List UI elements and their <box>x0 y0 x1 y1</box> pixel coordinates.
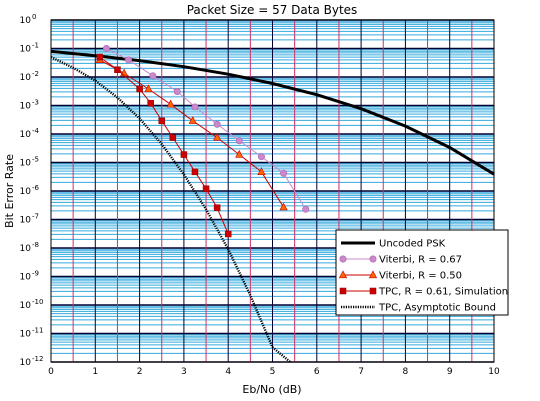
data-point <box>191 103 199 111</box>
y-tick-exponent: -2 <box>32 70 39 78</box>
data-point <box>173 87 181 95</box>
x-tick-label: 10 <box>488 367 500 377</box>
y-tick-label: 10 <box>20 45 32 55</box>
y-tick-exponent: -8 <box>32 241 39 249</box>
data-point <box>166 99 175 108</box>
data-point <box>202 185 210 192</box>
y-tick-exponent: -4 <box>32 127 40 135</box>
data-point <box>191 168 199 176</box>
data-point <box>158 117 165 125</box>
data-point <box>280 169 288 177</box>
data-point <box>125 56 133 64</box>
series-0 <box>50 49 495 176</box>
data-point <box>213 120 221 128</box>
data-point <box>169 134 177 141</box>
x-tick-label: 1 <box>92 367 98 377</box>
x-tick-label: 9 <box>447 367 453 377</box>
x-tick-label: 6 <box>314 367 320 377</box>
legend-item: TPC, Asymptotic Bound <box>341 303 496 314</box>
grid <box>50 19 495 363</box>
y-tick-exponent: -1 <box>32 42 39 50</box>
series-line <box>50 49 495 176</box>
data-point <box>144 84 153 93</box>
y-tick-label: 10 <box>20 358 32 368</box>
legend-item: Uncoded PSK <box>341 239 446 250</box>
data-point <box>302 205 310 213</box>
data-point <box>102 44 110 52</box>
x-tick-labels: 0 1 2 3 4 5 6 7 8 9 10 <box>48 367 500 377</box>
x-tick-label: 8 <box>403 367 409 377</box>
y-tick-exponent: -12 <box>32 355 43 363</box>
series-line <box>50 56 291 363</box>
y-tick-exponent: -7 <box>32 213 39 221</box>
series-4 <box>50 56 291 363</box>
legend-label: TPC, Asymptotic Bound <box>378 303 496 314</box>
data-point <box>96 53 103 61</box>
legend-swatch-marker <box>369 287 377 295</box>
series-2 <box>95 55 288 211</box>
y-tick-exponent: -5 <box>32 156 39 164</box>
y-tick-label: 10 <box>20 130 32 140</box>
data-point <box>149 72 157 80</box>
series-3 <box>96 53 232 238</box>
data-point <box>180 151 188 158</box>
y-tick-label: 10 <box>20 301 32 311</box>
legend-swatch-marker <box>369 255 377 263</box>
legend-label: Uncoded PSK <box>379 239 446 250</box>
y-tick-exponent: -3 <box>32 99 39 107</box>
y-tick-label: 10 <box>20 159 32 169</box>
legend-item: Viterbi, R = 0.67 <box>339 255 462 266</box>
legend-swatch-marker <box>338 270 348 279</box>
y-tick-label: 10 <box>20 244 32 254</box>
data-point <box>257 153 265 161</box>
legend-swatch-marker <box>339 287 347 295</box>
y-tick-exponent: 0 <box>32 13 36 21</box>
series-layer <box>50 44 495 363</box>
x-tick-label: 3 <box>181 367 187 377</box>
chart-title: Packet Size = 57 Data Bytes <box>187 3 358 17</box>
legend-swatch-marker <box>368 270 378 279</box>
series-1 <box>102 44 310 213</box>
data-point <box>257 167 266 175</box>
data-point <box>224 230 232 238</box>
y-tick-label: 10 <box>20 273 32 283</box>
x-tick-label: 5 <box>270 367 276 377</box>
series-line <box>106 48 307 210</box>
legend-swatch-marker <box>339 255 347 263</box>
legend-label: Viterbi, R = 0.50 <box>379 271 462 282</box>
legend: Uncoded PSK Viterbi, R = 0.67 Viterbi, R =… <box>335 229 509 316</box>
x-axis-label: Eb/No (dB) <box>242 383 301 396</box>
data-point <box>136 85 143 93</box>
data-point <box>235 149 244 158</box>
y-tick-exponent: -10 <box>32 298 43 306</box>
y-tick-label: 10 <box>20 330 32 340</box>
data-point <box>188 116 197 124</box>
data-point <box>213 204 221 211</box>
y-tick-label: 10 <box>20 187 32 197</box>
x-tick-label: 0 <box>48 367 54 377</box>
legend-item: TPC, R = 0.61, Simulation <box>339 287 508 298</box>
y-tick-label: 10 <box>20 102 32 112</box>
y-tick-exponent: -11 <box>32 327 43 335</box>
x-tick-label: 2 <box>137 367 143 377</box>
data-point <box>114 66 121 73</box>
data-point <box>235 137 243 145</box>
plot-frame <box>50 19 495 363</box>
y-tick-label: 10 <box>20 16 32 26</box>
y-tick-exponent: -6 <box>32 184 40 192</box>
y-tick-label: 10 <box>20 216 32 226</box>
data-point <box>147 99 154 107</box>
legend-item: Viterbi, R = 0.50 <box>338 270 462 282</box>
data-point <box>213 132 222 141</box>
y-tick-labels: 10 010 -110 -210 -310 -410 -510 -610 -710 -810 -91… <box>20 13 44 368</box>
y-axis-label: Bit Error Rate <box>3 154 16 228</box>
legend-label: Viterbi, R = 0.67 <box>379 255 462 266</box>
legend-label: TPC, R = 0.61, Simulation <box>378 287 508 298</box>
data-point <box>279 202 288 211</box>
x-tick-label: 4 <box>225 367 231 377</box>
y-tick-exponent: -9 <box>32 270 39 278</box>
y-tick-label: 10 <box>20 73 32 83</box>
x-tick-label: 7 <box>358 367 364 377</box>
